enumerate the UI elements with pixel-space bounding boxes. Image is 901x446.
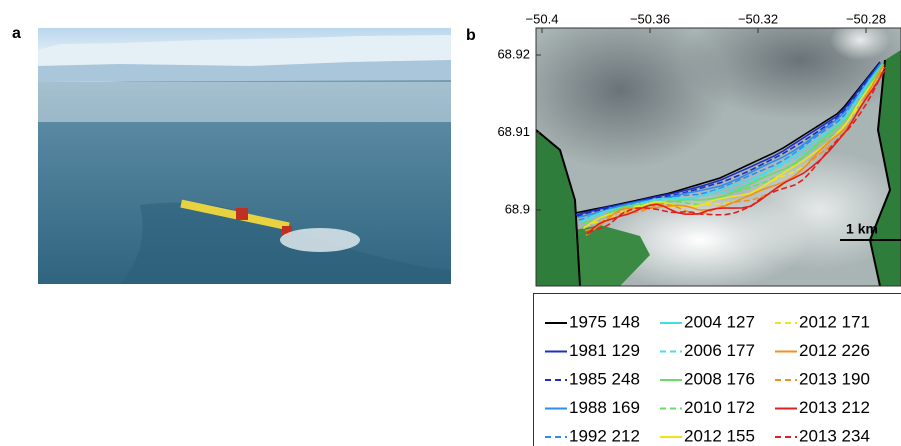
legend-label: 2013 190 [799,369,870,388]
scale-bar-label: 1 km [846,221,878,237]
legend-label: 1992 212 [569,426,640,445]
legend-label: 2010 172 [684,398,755,417]
panel-label: a [12,25,21,42]
legend-label: 1985 248 [569,369,640,388]
map [510,0,901,290]
legend-label: 2004 127 [684,312,755,331]
panel-label: b [466,27,476,44]
x-tick-label: −50.28 [846,11,886,26]
x-tick-label: −50.32 [738,11,778,26]
legend-label: 1975 148 [569,312,640,331]
legend-label: 2012 155 [684,426,755,445]
legend-label: 2006 177 [684,341,755,360]
legend-label: 2012 171 [799,312,870,331]
x-tick-label: −50.36 [630,11,670,26]
photo [38,28,451,284]
legend-label: 1981 129 [569,341,640,360]
y-tick-label: 68.9 [505,201,530,216]
legend-label: 2012 226 [799,341,870,360]
legend-label: 2008 176 [684,369,755,388]
legend-label: 2013 212 [799,398,870,417]
legend-label: 1988 169 [569,398,640,417]
figure: a b 1 km −50.4 −50.36 −50.32 −50.28 68.92 68.… [0,0,901,446]
legend-label: 2013 234 [799,426,870,445]
y-tick-label: 68.92 [497,46,530,61]
y-tick-label: 68.91 [497,124,530,139]
x-tick-label: −50.4 [526,11,559,26]
